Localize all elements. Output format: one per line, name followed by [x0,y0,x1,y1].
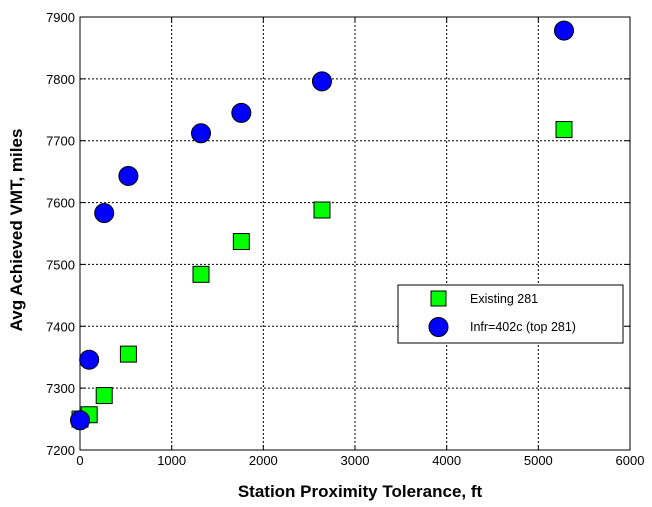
axes [79,16,631,451]
y-tick-label: 7700 [46,134,75,149]
x-tick-label: 1000 [157,453,186,468]
y-tick-label: 7500 [46,257,75,272]
y-tick-label: 7200 [46,443,75,458]
y-tick-label: 7800 [46,72,75,87]
data-point-existing [232,233,250,251]
legend-marker-infr [428,317,449,337]
data-point-existing [95,387,113,405]
x-tick-label: 0 [76,453,83,468]
data-point-existing [192,265,210,283]
x-tick-label: 2000 [249,453,278,468]
data-point-infr [231,102,252,123]
y-tick-label: 7600 [46,196,75,211]
data-point-existing [119,345,137,363]
legend-label-existing: Existing 281 [470,292,538,306]
tick-labels: 0 1000 2000 3000 4000 5000 6000 7200 7300 7400 750… [46,10,644,468]
y-axis-title: Avg Achieved VMT, miles [7,129,26,332]
data-point-infr [118,165,139,186]
plot-frame [79,16,631,451]
x-axis-title: Station Proximity Tolerance, ft [238,482,483,501]
legend-label-infr: Infr=402c (top 281) [470,320,576,334]
data-point-infr [70,410,90,431]
y-tick-label: 7900 [46,10,75,25]
y-tick-label: 7300 [46,381,75,396]
y-tick-label: 7400 [46,319,75,334]
data-point-infr [191,123,211,144]
data-point-infr [94,203,115,224]
x-tick-label: 5000 [524,453,553,468]
data-point-infr [312,71,332,92]
legend: Existing 281 Infr=402c (top 281) [397,284,624,344]
data-point-existing [555,121,573,139]
x-tick-label: 4000 [432,453,461,468]
x-tick-label: 3000 [341,453,370,468]
grid [80,17,630,450]
data-point-infr [554,20,574,41]
data-point-infr [79,349,100,370]
data-point-existing [313,201,331,219]
x-tick-label: 6000 [616,453,645,468]
legend-marker-existing [430,290,447,307]
data-points [70,20,574,431]
